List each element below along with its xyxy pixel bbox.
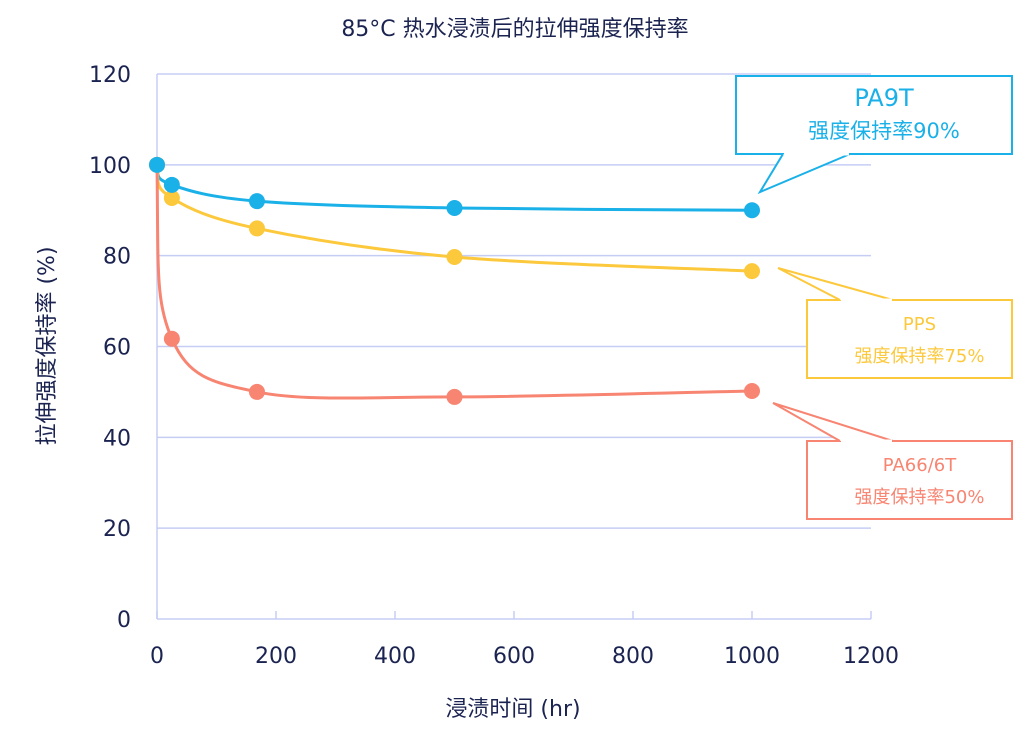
callout-pps: PPS 强度保持率75% (777, 267, 1013, 379)
callout-retention: 强度保持率90% (808, 119, 960, 143)
data-point (446, 249, 463, 266)
callouts: PA9T 强度保持率90% PPS 强度保持率75% PA66/6T 强度保持率50% (735, 75, 1013, 520)
x-tick-label: 800 (612, 644, 654, 669)
y-tick-label: 0 (117, 608, 131, 633)
y-tick-label: 80 (103, 245, 131, 270)
data-point (248, 193, 265, 210)
callout-box (735, 75, 1013, 155)
data-point (744, 263, 760, 280)
data-point (744, 383, 760, 400)
data-point (163, 330, 180, 347)
x-tick-label: 600 (493, 644, 535, 669)
callout-label: PA66/6T (883, 455, 957, 476)
x-tick-label: 400 (374, 644, 416, 669)
callout-box (806, 440, 1013, 520)
y-tick-label: 100 (89, 154, 131, 179)
callout-pointer (772, 402, 894, 442)
callout-retention: 强度保持率50% (854, 487, 984, 508)
y-tick-label: 40 (103, 426, 131, 451)
data-point (744, 202, 760, 219)
y-axis-label: 拉伸强度保持率 (%) (35, 246, 60, 445)
data-point (248, 220, 265, 237)
x-tick-label: 0 (150, 644, 164, 669)
callout-label: PPS (903, 314, 936, 335)
grid (157, 73, 871, 529)
data-point (446, 199, 463, 216)
callout-box (806, 299, 1013, 379)
data-point (248, 383, 265, 400)
callout-pa666t: PA66/6T 强度保持率50% (772, 402, 1013, 520)
series (149, 156, 760, 405)
y-tick-label: 60 (103, 336, 131, 361)
callout-pointer (777, 267, 894, 301)
chart-title: 85°C 热水浸渍后的拉伸强度保持率 (341, 17, 688, 42)
y-tick-label: 120 (89, 63, 131, 88)
x-tick-label: 1000 (724, 644, 780, 669)
series-line-pa666t (155, 164, 753, 400)
data-point (163, 189, 180, 206)
x-tick-label: 1200 (843, 644, 899, 669)
data-point (149, 156, 165, 173)
callout-label: PA9T (854, 84, 914, 112)
y-tick-label: 20 (103, 517, 131, 542)
x-axis-label: 浸渍时间 (hr) (445, 697, 580, 722)
x-tick-label: 200 (255, 644, 297, 669)
data-point (163, 176, 180, 193)
callout-pointer (757, 153, 851, 195)
callout-retention: 强度保持率75% (854, 346, 984, 367)
data-point (446, 388, 463, 405)
callout-pa9t: PA9T 强度保持率90% (735, 75, 1013, 195)
